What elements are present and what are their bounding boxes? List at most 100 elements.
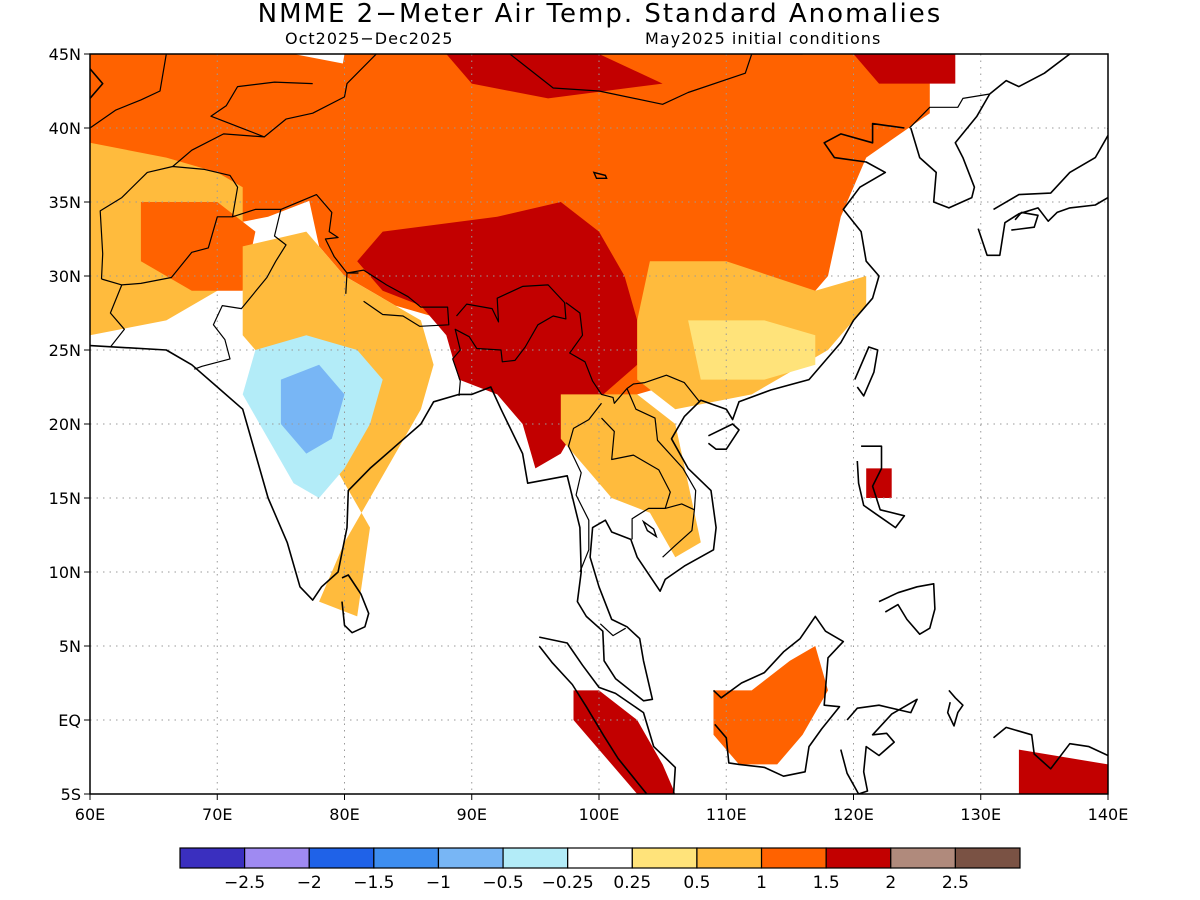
lon-tick-label: 90E — [457, 805, 487, 824]
colorbar-swatch — [567, 847, 633, 869]
colorbar-swatch — [179, 847, 246, 869]
colorbar-swatch — [631, 847, 698, 869]
lat-tick-label: 5N — [59, 637, 81, 656]
border-china-korea — [909, 93, 990, 129]
lon-tick-label: 140E — [1088, 805, 1129, 824]
lat-tick-label: 20N — [49, 415, 81, 434]
lat-tick-label: EQ — [58, 711, 81, 730]
coastline-japan-kyushu-honshu — [977, 128, 1108, 257]
coastline-korea — [910, 93, 991, 209]
anomaly-region-indochina-warm — [560, 394, 701, 558]
colorbar-swatch — [308, 847, 375, 869]
lat-tick-label: 25N — [49, 341, 81, 360]
lat-tick-label: 35N — [49, 193, 81, 212]
anomaly-region-borneo-warm — [713, 646, 828, 765]
colorbar-label: 1 — [756, 873, 767, 893]
lake-tonle-sap — [641, 519, 658, 539]
coastline-new-guinea — [992, 726, 1108, 770]
coastline-taiwan — [854, 346, 879, 397]
border-pakistan-india — [194, 208, 287, 370]
lat-tick-label: 40N — [49, 119, 81, 138]
colorbar-label: −1 — [426, 873, 451, 893]
anomaly-region-mongolia-north-hot — [446, 54, 663, 99]
border-india-china-west — [280, 194, 359, 274]
lon-tick-label: 120E — [833, 805, 874, 824]
graticule — [90, 54, 1108, 794]
colorbar-swatch — [373, 847, 440, 869]
country-borders — [90, 54, 990, 637]
coastline-halmahera — [946, 689, 964, 727]
lat-tick-label: 30N — [49, 267, 81, 286]
colorbar-swatch — [954, 847, 1021, 869]
coastline-mindanao — [878, 582, 936, 636]
colorbar-label: 0.25 — [613, 873, 651, 893]
coastline-caspian-east — [90, 68, 104, 99]
colorbar-swatch — [825, 847, 892, 869]
border-china-mongolia — [507, 54, 803, 105]
border-laos-thailand — [601, 417, 671, 509]
border-cambodia — [631, 503, 695, 540]
border-china-kazakhstan — [263, 54, 377, 138]
lon-tick-label: 70E — [202, 805, 232, 824]
colorbar-label: 2.5 — [942, 873, 969, 893]
colorbar: −2.5 −2 −1.5 −1 −0.5 −0.25 0.25 0.5 1 1.5 2 2.5 — [179, 847, 1021, 893]
border-myanmar-thailand — [567, 402, 602, 573]
border-turkmenistan-uzbekistan — [90, 54, 167, 129]
lake-qinghai-lake — [592, 171, 608, 180]
border-afghanistan — [99, 165, 239, 286]
anomaly-region-sumatra-hot — [573, 690, 676, 794]
lon-tick-label: 130E — [960, 805, 1001, 824]
coastline-sulawesi — [840, 698, 918, 794]
colorbar-swatch — [437, 847, 504, 869]
border-bhutan-assam — [452, 284, 567, 396]
border-vietnam-laos — [626, 388, 697, 558]
lat-tick-label: 15N — [49, 489, 81, 508]
colorbar-swatch — [760, 847, 827, 869]
lon-tick-label: 100E — [579, 805, 620, 824]
lat-tick-label: 5S — [61, 785, 81, 804]
lon-tick-label: 80E — [329, 805, 359, 824]
coastline-shikoku — [1011, 211, 1039, 231]
lon-tick-label: 60E — [75, 805, 105, 824]
colorbar-swatch — [696, 847, 763, 869]
colorbar-label: 1.5 — [813, 873, 840, 893]
colorbar-label: −2 — [297, 873, 322, 893]
lat-tick-label: 45N — [49, 45, 81, 64]
chart-title: NMME 2−Meter Air Temp. Standard Anomalie… — [257, 0, 943, 29]
anomaly-region-manchuria-hot — [853, 54, 956, 84]
colorbar-swatch — [244, 847, 310, 869]
coastline-japan-sea-coast — [993, 135, 1108, 211]
colorbar-swatch — [890, 847, 956, 869]
colorbar-label: −2.5 — [224, 873, 265, 893]
colorbar-label: −0.25 — [542, 873, 594, 893]
anomaly-region-southeast-china-cool-neutral — [688, 320, 816, 380]
colorbar-label: −1.5 — [353, 873, 394, 893]
lon-tick-label: 110E — [706, 805, 747, 824]
anomaly-region-philippines-spot — [866, 468, 892, 498]
border-iran-pakistan — [101, 278, 126, 348]
coastline-sri-lanka — [341, 574, 370, 634]
anomaly-region-china-main-warm — [306, 54, 930, 424]
border-myanmar-china — [565, 302, 700, 404]
forecast-period: Oct2025−Dec2025 — [285, 29, 454, 48]
initial-conditions: May2025 initial conditions — [645, 29, 882, 48]
coastline-luzon — [856, 445, 906, 529]
colorbar-label: 2 — [885, 873, 896, 893]
border-central-asia — [172, 81, 313, 167]
coastline-borneo — [712, 615, 845, 778]
coastline-hainan — [707, 423, 740, 451]
anomaly-region-deccan-cold-core — [280, 364, 345, 454]
coastline-south-asia-mainland — [90, 122, 905, 702]
colorbar-label: 0.5 — [683, 873, 710, 893]
coastline-sumatra — [538, 636, 677, 794]
lat-tick-label: 10N — [49, 563, 81, 582]
border-malaysia-thailand — [599, 623, 627, 637]
anomaly-region-pakistan-core — [140, 202, 256, 291]
colorbar-swatch — [502, 847, 569, 869]
border-nepal — [345, 269, 450, 327]
coastline-russia-coast — [989, 54, 1071, 95]
colorbar-label: −0.5 — [482, 873, 523, 893]
coastlines — [90, 54, 1108, 794]
